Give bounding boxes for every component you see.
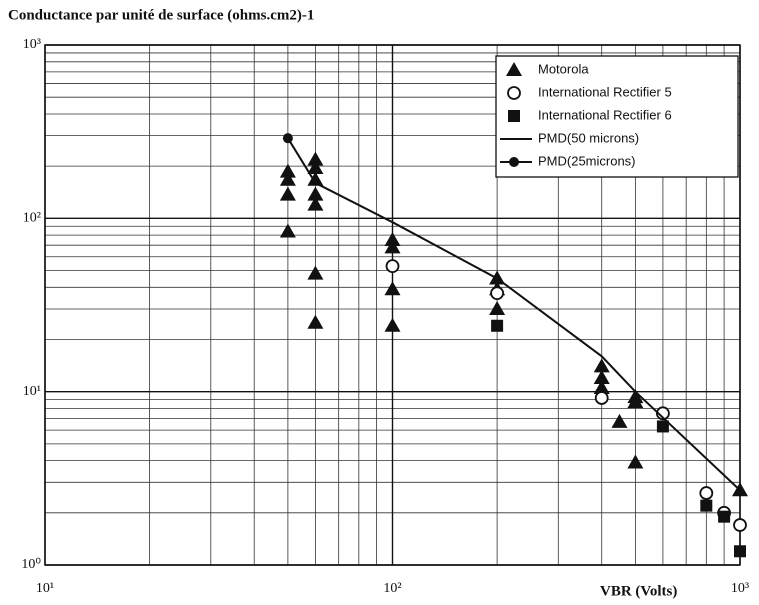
chart-title: Conductance par unité de surface (ohms.c… <box>8 7 314 23</box>
triangle-marker <box>506 62 522 76</box>
triangle-marker <box>307 160 324 175</box>
x-axis-label: VBR (Volts) <box>600 583 677 599</box>
legend-label: PMD(50 microns) <box>538 130 639 145</box>
x-tick-label: 10³ <box>731 581 749 596</box>
triangle-marker <box>384 231 401 246</box>
square-marker <box>700 499 713 512</box>
y-tick-label: 10¹ <box>23 384 41 399</box>
circle-marker <box>656 406 670 421</box>
triangle-marker <box>627 394 644 409</box>
square-marker <box>491 319 504 332</box>
circle-marker <box>385 259 400 274</box>
triangle-marker <box>307 186 324 201</box>
triangle-marker <box>307 171 324 186</box>
y-tick-label: 10² <box>23 211 41 226</box>
x-tick-label: 10² <box>383 581 401 596</box>
triangle-marker <box>279 223 296 238</box>
plot-frame <box>44 44 741 566</box>
circle-marker <box>699 486 714 500</box>
triangle-marker <box>279 171 296 186</box>
circle-marker <box>507 86 521 100</box>
triangle-marker <box>611 413 628 428</box>
triangle-marker <box>307 314 324 329</box>
y-tick-label: 10³ <box>23 37 41 52</box>
triangle-marker <box>384 317 401 332</box>
triangle-marker <box>307 196 324 211</box>
square-marker <box>718 510 731 523</box>
x-tick-label: 10¹ <box>36 581 54 596</box>
legend-label: PMD(25microns) <box>538 153 636 168</box>
legend-label: International Rectifier 5 <box>538 84 672 99</box>
dot-marker <box>509 157 519 167</box>
triangle-marker <box>279 186 296 201</box>
square-marker <box>734 545 746 558</box>
circle-marker <box>594 391 609 405</box>
triangle-marker <box>489 300 506 315</box>
triangle-marker <box>279 163 296 178</box>
square-marker <box>656 420 669 433</box>
series-line <box>287 137 317 184</box>
series-line <box>314 182 741 491</box>
triangle-marker <box>593 369 610 384</box>
circle-marker <box>490 286 505 301</box>
triangle-marker <box>384 281 401 296</box>
triangle-marker <box>384 239 401 254</box>
circle-marker <box>733 518 747 532</box>
square-marker <box>508 110 520 122</box>
legend-label: Motorola <box>538 61 589 76</box>
triangle-marker <box>307 151 324 166</box>
triangle-marker <box>593 379 610 394</box>
legend-label: International Rectifier 6 <box>538 107 672 122</box>
triangle-marker <box>627 454 644 469</box>
dot-marker <box>282 133 293 144</box>
triangle-marker <box>307 265 324 280</box>
legend-box <box>495 55 739 178</box>
y-tick-label: 10⁰ <box>21 557 41 572</box>
triangle-marker <box>593 358 610 373</box>
